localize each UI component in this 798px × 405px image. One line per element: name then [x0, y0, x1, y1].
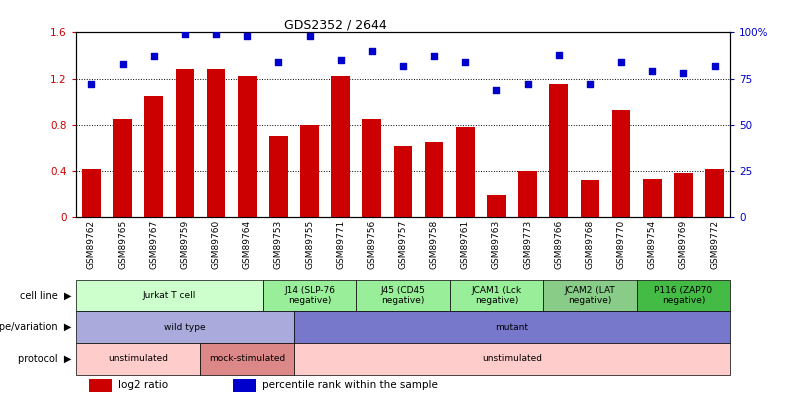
Point: [521, 81, 534, 87]
Bar: [200, 343, 294, 375]
Bar: [362, 119, 381, 217]
Bar: [487, 195, 506, 217]
Point: [241, 33, 254, 39]
Point: [428, 53, 440, 60]
Point: [583, 81, 596, 87]
Text: J45 (CD45
negative): J45 (CD45 negative): [381, 286, 425, 305]
Text: P116 (ZAP70
negative): P116 (ZAP70 negative): [654, 286, 713, 305]
Point: [552, 51, 565, 58]
Point: [334, 57, 347, 63]
Bar: [113, 119, 132, 217]
Bar: [705, 168, 724, 217]
Point: [117, 61, 129, 67]
Point: [148, 53, 160, 60]
Point: [397, 62, 409, 69]
Point: [459, 59, 472, 65]
Bar: [89, 379, 112, 392]
Bar: [331, 76, 350, 217]
Bar: [82, 168, 101, 217]
Bar: [300, 125, 319, 217]
Bar: [294, 343, 730, 375]
Text: Jurkat T cell: Jurkat T cell: [143, 291, 196, 300]
Point: [708, 62, 721, 69]
Text: wild type: wild type: [164, 323, 206, 332]
Bar: [550, 84, 568, 217]
Point: [272, 59, 285, 65]
Point: [646, 68, 658, 75]
Bar: [76, 280, 263, 311]
Text: log2 ratio: log2 ratio: [118, 380, 168, 390]
Bar: [612, 110, 630, 217]
Bar: [518, 171, 537, 217]
Point: [677, 70, 689, 76]
Point: [179, 31, 192, 38]
Text: unstimulated: unstimulated: [482, 354, 542, 363]
Bar: [238, 76, 256, 217]
Point: [490, 86, 503, 93]
Bar: [674, 173, 693, 217]
Bar: [233, 379, 256, 392]
Text: percentile rank within the sample: percentile rank within the sample: [263, 380, 438, 390]
Bar: [450, 280, 543, 311]
Bar: [581, 180, 599, 217]
Bar: [76, 311, 294, 343]
Bar: [144, 96, 163, 217]
Text: GDS2352 / 2644: GDS2352 / 2644: [284, 18, 386, 31]
Point: [85, 81, 98, 87]
Bar: [294, 311, 730, 343]
Text: JCAM2 (LAT
negative): JCAM2 (LAT negative): [564, 286, 615, 305]
Text: mock-stimulated: mock-stimulated: [209, 354, 286, 363]
Bar: [176, 69, 194, 217]
Bar: [425, 142, 444, 217]
Bar: [263, 280, 356, 311]
Bar: [207, 69, 225, 217]
Bar: [356, 280, 450, 311]
Text: J14 (SLP-76
negative): J14 (SLP-76 negative): [284, 286, 335, 305]
Bar: [269, 136, 288, 217]
Bar: [643, 179, 662, 217]
Point: [614, 59, 627, 65]
Bar: [543, 280, 637, 311]
Bar: [76, 343, 200, 375]
Text: genotype/variation  ▶: genotype/variation ▶: [0, 322, 72, 332]
Text: cell line  ▶: cell line ▶: [20, 291, 72, 301]
Bar: [637, 280, 730, 311]
Bar: [456, 127, 475, 217]
Point: [303, 33, 316, 39]
Text: protocol  ▶: protocol ▶: [18, 354, 72, 364]
Text: unstimulated: unstimulated: [109, 354, 168, 363]
Point: [365, 48, 378, 54]
Point: [210, 31, 223, 38]
Text: JCAM1 (Lck
negative): JCAM1 (Lck negative): [472, 286, 522, 305]
Bar: [393, 145, 413, 217]
Text: mutant: mutant: [496, 323, 528, 332]
